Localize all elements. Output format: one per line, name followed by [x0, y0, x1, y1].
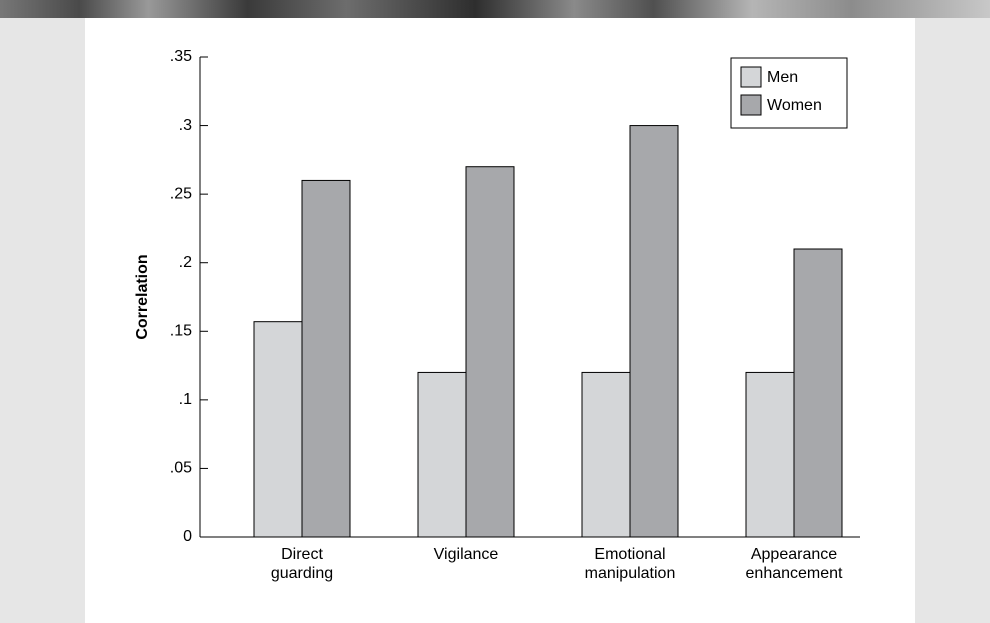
bar	[629, 125, 679, 538]
y-tick-label: .05	[170, 460, 192, 477]
bar	[581, 371, 631, 538]
y-tick-label: .2	[179, 254, 192, 271]
y-axis-label: Correlation	[134, 254, 151, 339]
header-image	[0, 0, 990, 18]
y-tick-label: .3	[179, 117, 192, 134]
y-tick-label: .1	[179, 391, 192, 408]
y-tick-label: .35	[170, 48, 192, 65]
legend-swatch	[740, 94, 762, 116]
bar	[253, 321, 303, 538]
legend-label: Women	[767, 97, 822, 114]
bar	[465, 166, 515, 538]
x-tick-label: Appearance enhancement	[745, 546, 843, 582]
bar	[745, 371, 795, 538]
y-tick-label: .15	[170, 323, 192, 340]
x-tick-label: Direct guarding	[270, 546, 334, 582]
bar	[417, 371, 467, 538]
legend-swatch	[740, 66, 762, 88]
bar	[301, 179, 351, 538]
y-tick-label: 0	[183, 528, 192, 545]
x-tick-label: Emotional manipulation	[584, 546, 676, 582]
y-tick-label: .25	[170, 185, 192, 202]
x-tick-label: Vigilance	[433, 546, 499, 563]
bar	[793, 248, 843, 538]
legend-label: Men	[767, 69, 798, 86]
